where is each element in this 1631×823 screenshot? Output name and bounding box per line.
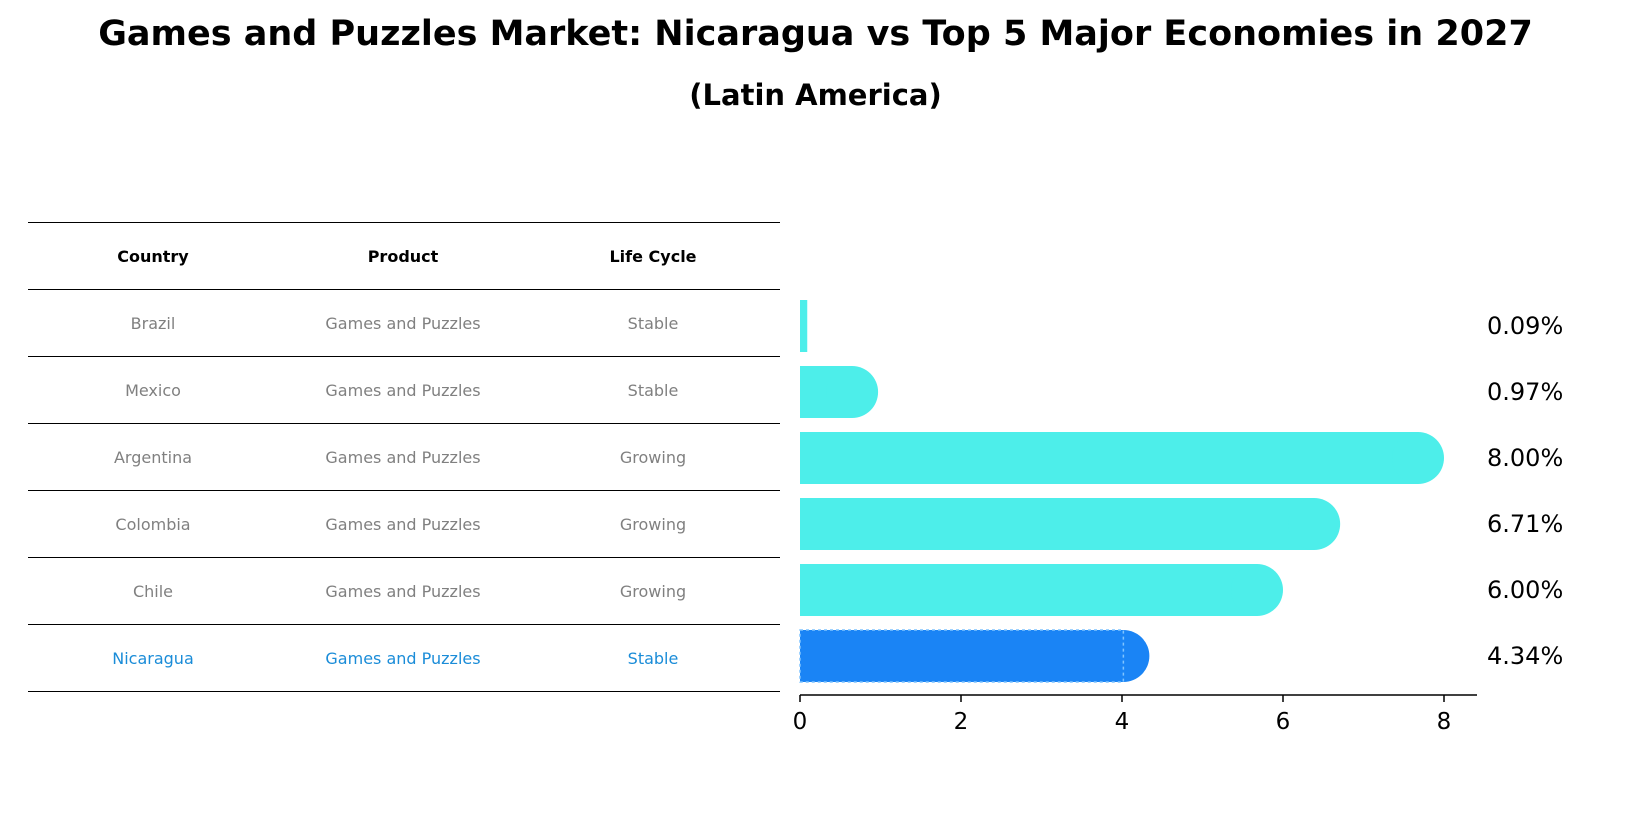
value-label: 4.34%	[1487, 642, 1563, 670]
cell-life-cycle: Stable	[627, 648, 679, 668]
cell-country: Nicaragua	[112, 648, 194, 668]
country-table: Country Product Life Cycle Brazil Games …	[28, 222, 780, 692]
table-row: Chile Games and Puzzles Growing	[28, 558, 780, 625]
bar-mexico	[800, 366, 879, 418]
table-header-row: Country Product Life Cycle	[28, 222, 780, 290]
bar-colombia	[800, 498, 1341, 550]
cell-country: Brazil	[130, 313, 176, 333]
header-life-cycle: Life Cycle	[609, 246, 697, 266]
cell-country: Colombia	[115, 514, 191, 534]
cell-life-cycle: Growing	[619, 514, 687, 534]
header-product: Product	[367, 246, 439, 266]
cell-country: Argentina	[113, 447, 193, 467]
cell-life-cycle: Growing	[619, 447, 687, 467]
x-tick-label: 0	[793, 709, 808, 735]
bar-chile	[800, 564, 1283, 616]
table-row-highlight: Nicaragua Games and Puzzles Stable	[28, 625, 780, 692]
cell-product: Games and Puzzles	[325, 313, 481, 333]
cell-country: Mexico	[125, 380, 181, 400]
table-row: Colombia Games and Puzzles Growing	[28, 491, 780, 558]
x-tick-label: 6	[1276, 709, 1291, 735]
bar-brazil	[800, 300, 808, 352]
cell-life-cycle: Stable	[627, 380, 679, 400]
bars-group	[799, 300, 1444, 683]
cell-country: Chile	[132, 581, 174, 601]
cell-product: Games and Puzzles	[325, 648, 481, 668]
bar-nicaragua	[799, 629, 1150, 683]
value-label: 0.97%	[1487, 378, 1563, 406]
table-row: Mexico Games and Puzzles Stable	[28, 357, 780, 424]
cell-product: Games and Puzzles	[325, 447, 481, 467]
cell-product: Games and Puzzles	[325, 581, 481, 601]
value-label: 6.00%	[1487, 576, 1563, 604]
cell-product: Games and Puzzles	[325, 514, 481, 534]
value-label: 6.71%	[1487, 510, 1563, 538]
value-label: 0.09%	[1487, 312, 1563, 340]
x-axis: 0 2 4 6 8	[793, 694, 1477, 735]
chart-subtitle: (Latin America)	[689, 78, 942, 112]
value-label: 8.00%	[1487, 444, 1563, 472]
x-tick-label: 8	[1437, 709, 1452, 735]
table-row: Argentina Games and Puzzles Growing	[28, 424, 780, 491]
bar-argentina	[800, 432, 1444, 484]
table-row: Brazil Games and Puzzles Stable	[28, 290, 780, 357]
cell-life-cycle: Growing	[619, 581, 687, 601]
cell-product: Games and Puzzles	[325, 380, 481, 400]
x-tick-label: 2	[954, 709, 969, 735]
chart-title: Games and Puzzles Market: Nicaragua vs T…	[98, 14, 1533, 54]
cell-life-cycle: Stable	[627, 313, 679, 333]
value-labels-group: 0.09% 0.97% 8.00% 6.71% 6.00% 4.34%	[1487, 312, 1563, 670]
header-country: Country	[117, 246, 189, 266]
x-tick-label: 4	[1115, 709, 1130, 735]
